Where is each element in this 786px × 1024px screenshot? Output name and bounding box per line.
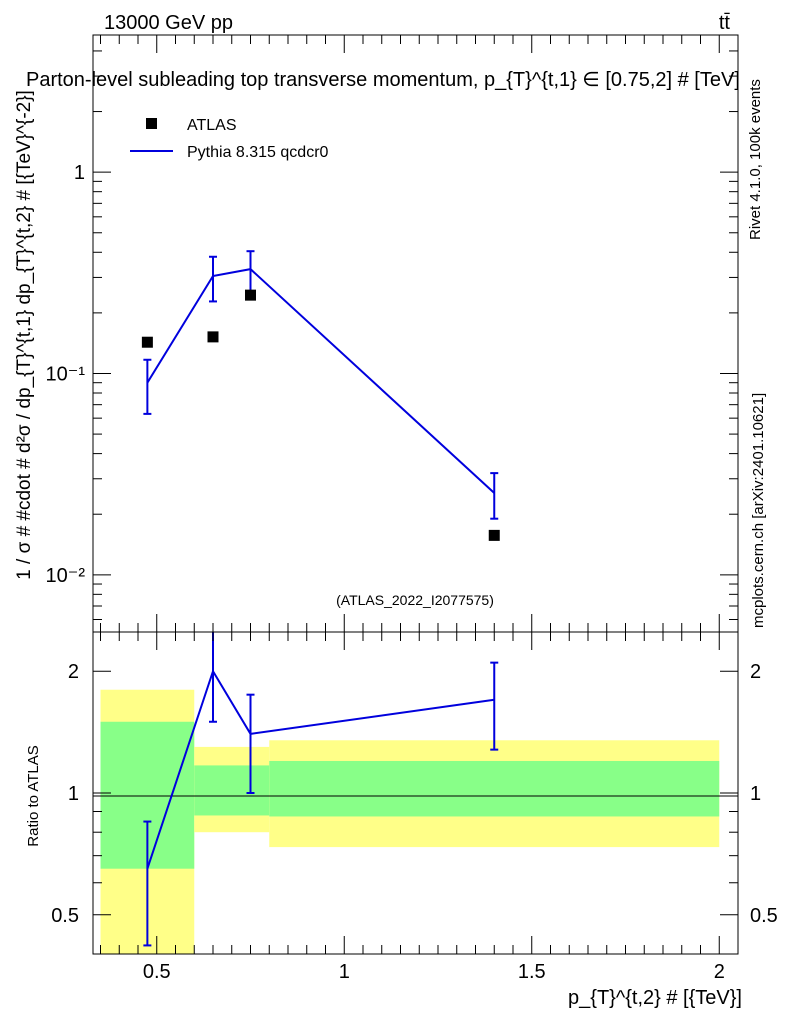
ratio-ytick-label-left: 0.5 (51, 905, 79, 927)
ratio-xtick-label: 1.5 (518, 961, 546, 983)
ratio-panel: 0.5 0.5 1 1 2 2 0.5 1 1.5 2 Ratio to ATLAS p_{T}… (25, 631, 778, 1009)
uncertainty-band-green (269, 760, 720, 817)
ratio-xtick-label: 2 (714, 961, 725, 983)
ratio-line (146, 668, 495, 870)
main-ytick-label: 10⁻² (46, 565, 86, 587)
ratio-xtick-label: 1 (339, 961, 350, 983)
mcplots-label: mcplots.cern.ch [arXiv:2401.10621] (750, 393, 767, 628)
legend-atlas-marker (146, 118, 157, 129)
process-label: tt̄ (719, 12, 731, 34)
legend-atlas-label: ATLAS (187, 117, 237, 134)
rivet-label: Rivet 4.1.0, 100k events (747, 79, 764, 240)
main-y-axis-label: 1 / σ # #cdot # d²σ / dp_{T}^{t,1} dp_{T… (14, 90, 35, 580)
mc-line (146, 268, 495, 494)
legend-mc-label: Pythia 8.315 qcdcr0 (187, 144, 329, 161)
main-panel: 10⁻² 10⁻¹ 1 1 / σ # #cdot # d²σ / dp_{T}^{… (14, 34, 739, 633)
ratio-ytick-label-left: 2 (68, 661, 79, 683)
atlas-data-point (141, 336, 153, 348)
uncertainty-band-green (194, 765, 270, 816)
x-axis-label: p_{T}^{t,2} # [{TeV}] (568, 987, 742, 1009)
atlas-data-point (207, 331, 219, 343)
atlas-data-point (488, 529, 500, 541)
ratio-ytick-label-right: 0.5 (750, 905, 778, 927)
ratio-y-axis-label: Ratio to ATLAS (25, 745, 42, 846)
plot-title: Parton-level subleading top transverse m… (26, 69, 740, 91)
ratio-ytick-label-right: 2 (750, 661, 761, 683)
analysis-id: (ATLAS_2022_I2077575) (336, 592, 494, 608)
energy-label: 13000 GeV pp (104, 12, 233, 34)
ratio-ytick-label-left: 1 (68, 783, 79, 805)
ratio-xtick-label: 0.5 (143, 961, 171, 983)
main-ytick-label: 10⁻¹ (46, 363, 86, 385)
atlas-data-point (245, 289, 256, 301)
ratio-ytick-label-right: 1 (750, 783, 761, 805)
main-ytick-label: 1 (74, 162, 85, 184)
